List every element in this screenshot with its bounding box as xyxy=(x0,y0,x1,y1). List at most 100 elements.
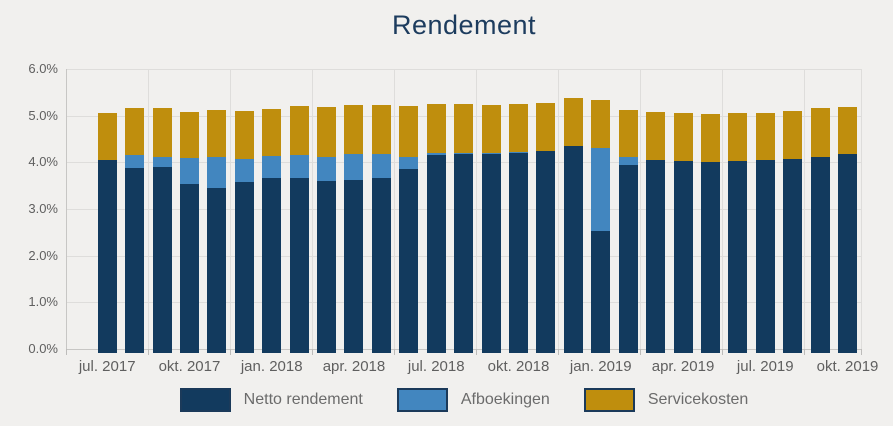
bar-jul-2018[interactable] xyxy=(426,104,446,353)
bar-segment-servicekosten[interactable] xyxy=(618,109,638,157)
bar-segment-afboekingen[interactable] xyxy=(152,156,172,167)
bar-segment-netto-rendement[interactable] xyxy=(673,160,693,353)
bar-dec-2017[interactable] xyxy=(234,110,254,353)
bar-sep-2017[interactable] xyxy=(152,108,172,353)
bar-segment-servicekosten[interactable] xyxy=(262,108,282,157)
bar-segment-servicekosten[interactable] xyxy=(728,113,748,162)
bar-mrt-2018[interactable] xyxy=(317,107,337,353)
bar-sep-2018[interactable] xyxy=(481,104,501,353)
bar-segment-netto-rendement[interactable] xyxy=(179,183,199,353)
bar-segment-netto-rendement[interactable] xyxy=(289,177,309,353)
bar-jan-2019[interactable] xyxy=(591,100,611,353)
bar-okt-2017[interactable] xyxy=(179,111,199,353)
bar-segment-netto-rendement[interactable] xyxy=(454,154,474,353)
bar-segment-netto-rendement[interactable] xyxy=(399,169,419,353)
bar-segment-servicekosten[interactable] xyxy=(371,105,391,155)
bar-segment-netto-rendement[interactable] xyxy=(426,155,446,353)
bar-segment-netto-rendement[interactable] xyxy=(207,187,227,353)
bar-segment-netto-rendement[interactable] xyxy=(783,158,803,353)
bar-segment-servicekosten[interactable] xyxy=(234,110,254,160)
bar-segment-servicekosten[interactable] xyxy=(700,114,720,163)
bar-segment-servicekosten[interactable] xyxy=(152,108,172,157)
bar-segment-netto-rendement[interactable] xyxy=(481,154,501,353)
bar-segment-servicekosten[interactable] xyxy=(426,104,446,154)
bar-jul-2019[interactable] xyxy=(755,112,775,353)
bar-segment-servicekosten[interactable] xyxy=(810,108,830,157)
bar-segment-servicekosten[interactable] xyxy=(207,110,227,158)
bar-segment-servicekosten[interactable] xyxy=(317,107,337,157)
bar-okt-2018[interactable] xyxy=(509,104,528,353)
legend-item-netto-rendement[interactable]: Netto rendement xyxy=(179,388,363,412)
bar-segment-servicekosten[interactable] xyxy=(481,104,501,153)
bar-segment-netto-rendement[interactable] xyxy=(509,153,528,353)
bar-segment-servicekosten[interactable] xyxy=(755,112,775,161)
bar-segment-afboekingen[interactable] xyxy=(125,155,145,169)
bar-segment-afboekingen[interactable] xyxy=(454,152,474,155)
bar-segment-servicekosten[interactable] xyxy=(673,112,693,161)
bar-segment-netto-rendement[interactable] xyxy=(262,177,282,353)
bar-segment-afboekingen[interactable] xyxy=(344,154,364,181)
bar-segment-netto-rendement[interactable] xyxy=(646,160,666,353)
bar-segment-afboekingen[interactable] xyxy=(371,154,391,179)
bar-segment-netto-rendement[interactable] xyxy=(618,164,638,353)
bar-segment-servicekosten[interactable] xyxy=(646,111,666,160)
bar-segment-netto-rendement[interactable] xyxy=(838,154,858,353)
bar-segment-afboekingen[interactable] xyxy=(262,156,282,178)
bar-segment-afboekingen[interactable] xyxy=(317,156,337,181)
plot-area[interactable] xyxy=(66,69,862,353)
bar-segment-netto-rendement[interactable] xyxy=(371,178,391,353)
bar-aug-2017[interactable] xyxy=(125,108,145,353)
bar-segment-netto-rendement[interactable] xyxy=(810,156,830,353)
bar-segment-afboekingen[interactable] xyxy=(207,157,227,188)
bar-segment-afboekingen[interactable] xyxy=(509,152,528,154)
bar-aug-2019[interactable] xyxy=(783,110,803,353)
bar-segment-servicekosten[interactable] xyxy=(783,110,803,159)
bar-segment-afboekingen[interactable] xyxy=(289,154,309,178)
bar-segment-netto-rendement[interactable] xyxy=(563,146,583,353)
bar-jul-2017[interactable] xyxy=(97,112,117,353)
bar-jun-2018[interactable] xyxy=(399,105,419,353)
bar-apr-2019[interactable] xyxy=(673,112,693,353)
bar-aug-2018[interactable] xyxy=(454,103,474,353)
bar-okt-2019[interactable] xyxy=(838,106,858,353)
bar-segment-netto-rendement[interactable] xyxy=(755,160,775,353)
bar-segment-afboekingen[interactable] xyxy=(481,152,501,155)
bar-nov-2018[interactable] xyxy=(536,102,556,353)
bar-mei-2019[interactable] xyxy=(700,114,720,353)
bar-mrt-2019[interactable] xyxy=(646,111,666,353)
bar-jan-2018[interactable] xyxy=(262,108,282,353)
bar-apr-2018[interactable] xyxy=(344,105,364,353)
bar-segment-netto-rendement[interactable] xyxy=(536,151,556,353)
bar-jun-2019[interactable] xyxy=(728,113,748,353)
legend-item-servicekosten[interactable]: Servicekosten xyxy=(583,388,748,412)
bar-segment-afboekingen[interactable] xyxy=(426,153,446,156)
bar-segment-servicekosten[interactable] xyxy=(509,104,528,153)
bar-segment-netto-rendement[interactable] xyxy=(591,231,611,353)
bar-segment-servicekosten[interactable] xyxy=(125,108,145,156)
bar-segment-afboekingen[interactable] xyxy=(399,157,419,170)
bar-segment-netto-rendement[interactable] xyxy=(317,181,337,353)
bar-nov-2017[interactable] xyxy=(207,110,227,353)
bar-segment-afboekingen[interactable] xyxy=(591,148,611,232)
bar-segment-servicekosten[interactable] xyxy=(454,103,474,153)
bar-segment-servicekosten[interactable] xyxy=(563,98,583,147)
bar-segment-netto-rendement[interactable] xyxy=(234,181,254,353)
bar-segment-afboekingen[interactable] xyxy=(234,159,254,182)
bar-segment-netto-rendement[interactable] xyxy=(344,180,364,353)
bar-dec-2018[interactable] xyxy=(563,98,583,353)
bar-segment-servicekosten[interactable] xyxy=(399,105,419,158)
bar-segment-netto-rendement[interactable] xyxy=(152,166,172,353)
bar-segment-servicekosten[interactable] xyxy=(838,106,858,155)
legend-item-afboekingen[interactable]: Afboekingen xyxy=(396,388,550,412)
bar-segment-servicekosten[interactable] xyxy=(591,100,611,149)
bar-segment-netto-rendement[interactable] xyxy=(125,168,145,353)
bar-segment-servicekosten[interactable] xyxy=(536,102,556,152)
bar-segment-servicekosten[interactable] xyxy=(344,105,364,155)
bar-feb-2018[interactable] xyxy=(289,105,309,353)
bar-segment-netto-rendement[interactable] xyxy=(728,161,748,353)
bar-segment-servicekosten[interactable] xyxy=(97,112,117,160)
bar-feb-2019[interactable] xyxy=(618,109,638,353)
bar-segment-netto-rendement[interactable] xyxy=(97,159,117,353)
bar-segment-afboekingen[interactable] xyxy=(618,156,638,165)
bar-segment-servicekosten[interactable] xyxy=(289,105,309,155)
